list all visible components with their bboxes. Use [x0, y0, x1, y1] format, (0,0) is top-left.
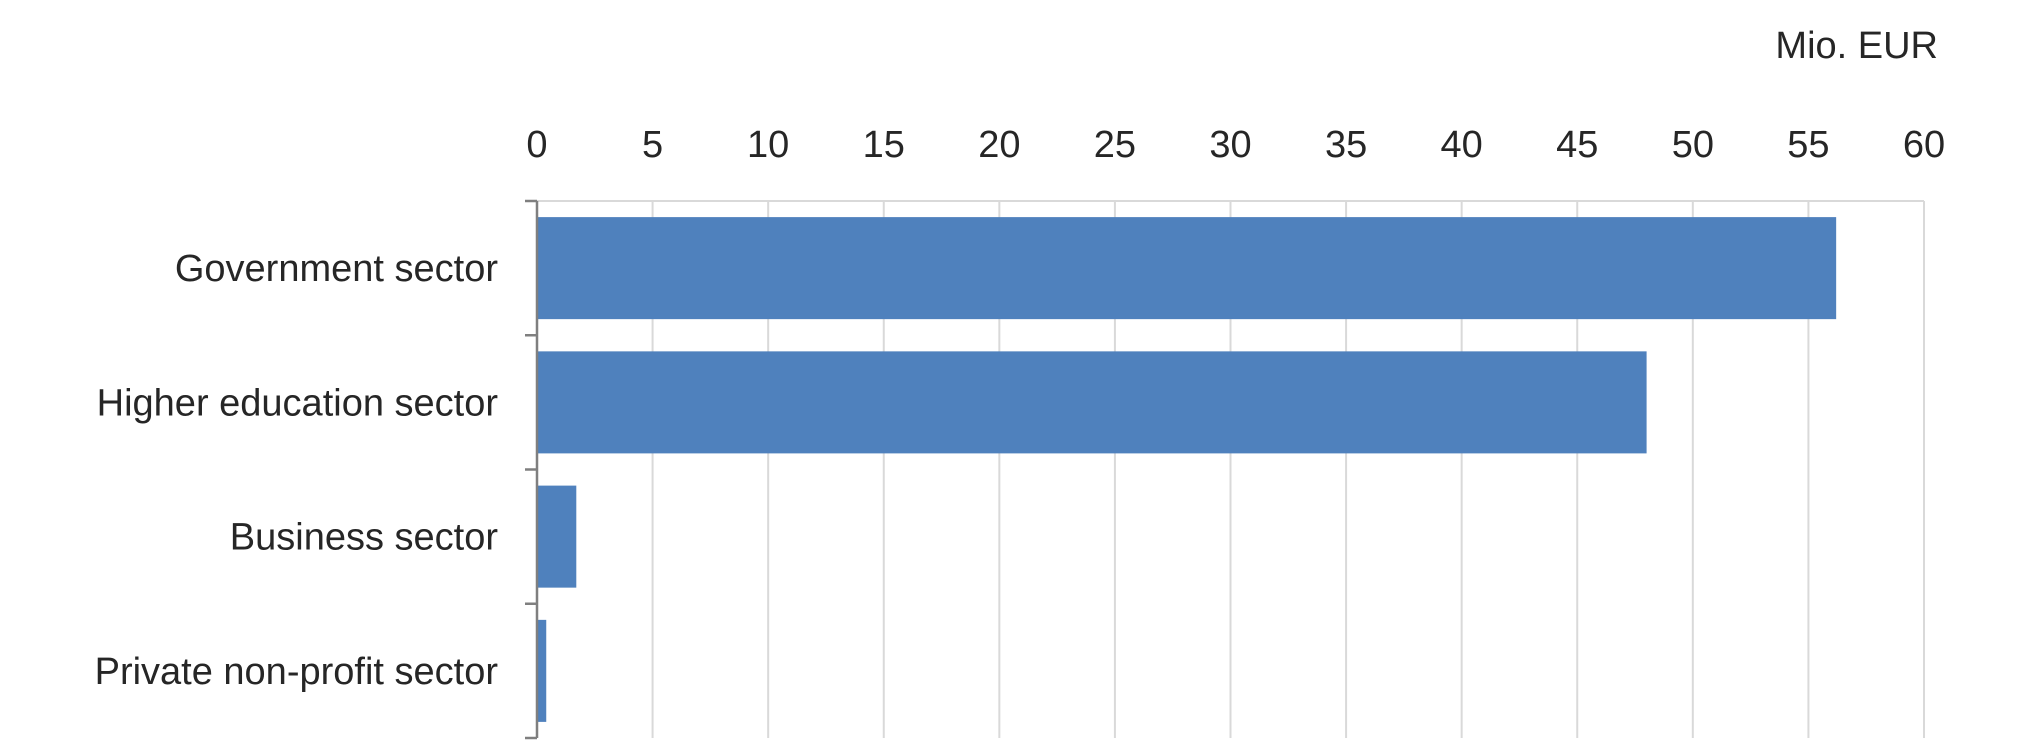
x-tick-label: 25 [1094, 124, 1136, 166]
category-label: Higher education sector [97, 382, 499, 424]
x-tick-label: 55 [1787, 124, 1829, 166]
category-axis [525, 199, 539, 740]
value-axis-ticks: 0 5 10 15 20 25 30 35 40 45 50 55 60 [526, 124, 1945, 166]
x-tick-label: 10 [747, 124, 789, 166]
x-tick-label: 50 [1672, 124, 1714, 166]
x-tick-label: 40 [1441, 124, 1483, 166]
unit-label: Mio. EUR [1775, 25, 1938, 67]
bars [537, 217, 1837, 722]
x-tick-label: 20 [978, 124, 1020, 166]
x-tick-label: 15 [863, 124, 905, 166]
x-tick-label: 60 [1903, 124, 1945, 166]
x-tick-label: 30 [1209, 124, 1251, 166]
bar [537, 619, 547, 722]
category-label: Private non-profit sector [95, 651, 499, 693]
bar [537, 351, 1647, 454]
category-label: Government sector [175, 248, 498, 290]
bar [537, 485, 577, 588]
category-label: Business sector [230, 517, 499, 559]
x-tick-label: 35 [1325, 124, 1367, 166]
bar [537, 217, 1837, 320]
x-tick-label: 0 [526, 124, 547, 166]
category-labels: Government sector Higher education sector… [95, 248, 499, 693]
x-tick-label: 45 [1556, 124, 1598, 166]
x-tick-label: 5 [642, 124, 663, 166]
